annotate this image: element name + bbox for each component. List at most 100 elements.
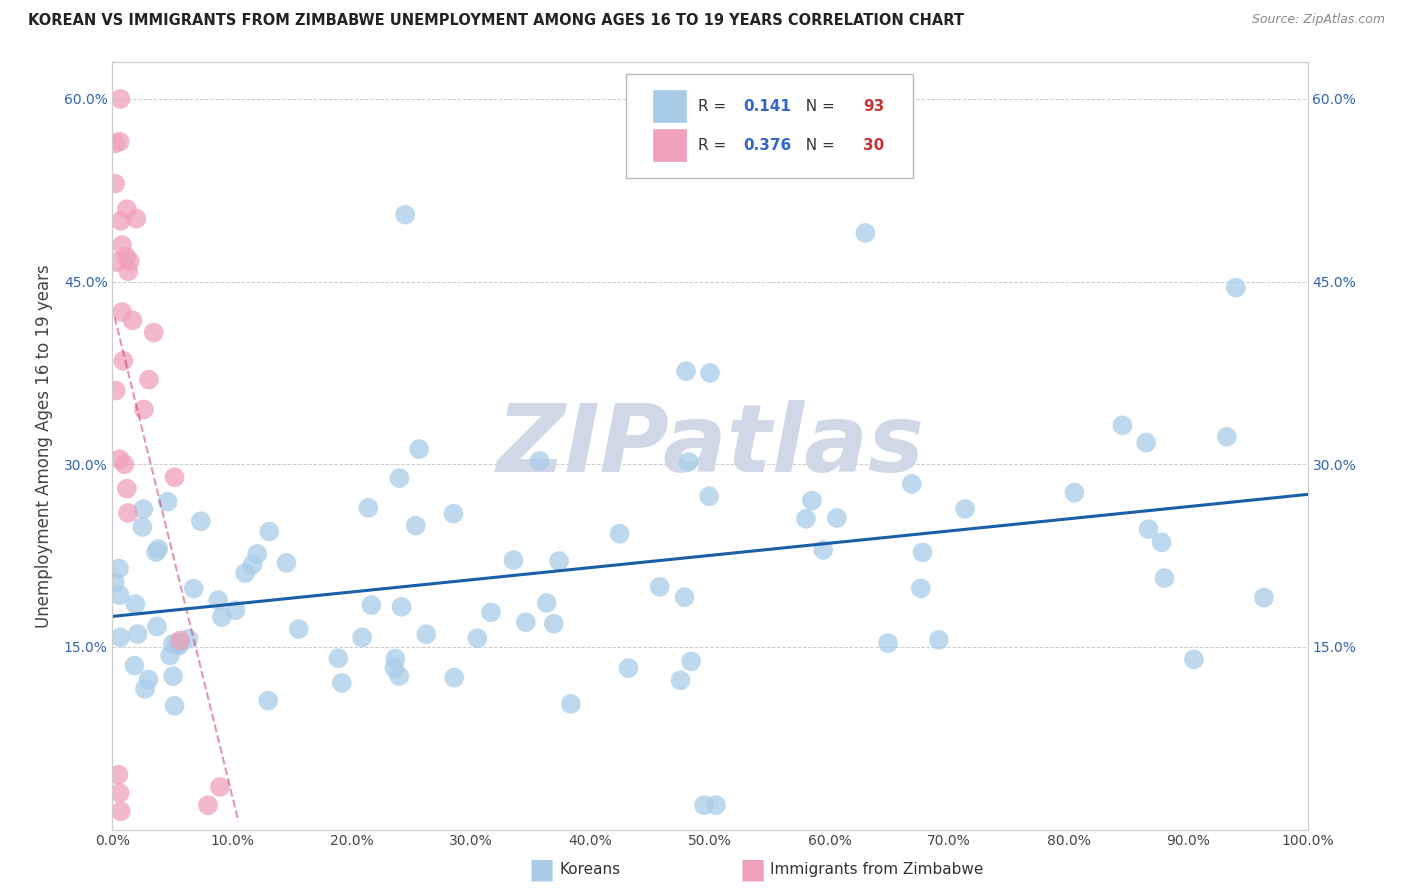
Text: R =: R = <box>699 99 731 113</box>
Point <box>156 494 179 508</box>
Point <box>1137 522 1160 536</box>
Point <box>1182 652 1205 666</box>
Point <box>697 489 720 503</box>
Point <box>166 638 188 652</box>
Point <box>124 658 146 673</box>
Point <box>162 669 184 683</box>
Point <box>224 603 246 617</box>
Point <box>1153 571 1175 585</box>
Point <box>190 514 212 528</box>
Point <box>117 264 139 278</box>
Bar <box>652 129 686 161</box>
Point <box>108 135 131 149</box>
Text: 30: 30 <box>863 137 884 153</box>
Point <box>276 556 298 570</box>
Point <box>548 554 571 568</box>
Point <box>110 213 132 227</box>
Point <box>704 798 727 813</box>
Point <box>138 673 160 687</box>
Point <box>617 661 640 675</box>
Y-axis label: Unemployment Among Ages 16 to 19 years: Unemployment Among Ages 16 to 19 years <box>35 264 52 628</box>
Point <box>207 593 229 607</box>
Text: 93: 93 <box>863 99 884 113</box>
Point <box>408 442 430 456</box>
FancyBboxPatch shape <box>627 74 914 178</box>
Point <box>287 622 309 636</box>
Point <box>115 202 138 217</box>
Point <box>1111 418 1133 433</box>
Point <box>104 136 127 151</box>
Point <box>479 605 502 619</box>
Point <box>382 661 405 675</box>
Text: N =: N = <box>796 99 839 113</box>
Point <box>1135 435 1157 450</box>
Point <box>330 676 353 690</box>
Point <box>328 651 350 665</box>
Point <box>648 580 671 594</box>
Point <box>678 455 700 469</box>
Point <box>1063 485 1085 500</box>
Point <box>529 454 551 468</box>
Point <box>138 373 160 387</box>
Point <box>197 798 219 813</box>
Point <box>699 366 721 380</box>
Text: 0.141: 0.141 <box>744 99 792 113</box>
Point <box>901 477 924 491</box>
Point <box>953 501 976 516</box>
Point <box>132 502 155 516</box>
Point <box>911 545 934 559</box>
Point <box>108 588 131 602</box>
Point <box>124 597 146 611</box>
Point <box>609 526 631 541</box>
Point <box>384 651 406 665</box>
Point <box>104 384 127 398</box>
Point <box>515 615 537 630</box>
Text: ■: ■ <box>740 855 765 884</box>
Point <box>673 590 696 604</box>
Point <box>183 582 205 596</box>
Point <box>910 582 932 596</box>
Point <box>167 636 190 650</box>
Bar <box>652 90 686 122</box>
Point <box>800 493 823 508</box>
Point <box>121 313 143 327</box>
Point <box>114 457 135 471</box>
Point <box>825 511 848 525</box>
Point <box>693 798 716 813</box>
Point <box>146 619 169 633</box>
Point <box>118 254 141 268</box>
Point <box>211 610 233 624</box>
Point <box>163 470 186 484</box>
Point <box>257 694 280 708</box>
Point <box>148 541 170 556</box>
Point <box>394 208 416 222</box>
Point <box>162 637 184 651</box>
Text: N =: N = <box>796 137 839 153</box>
Point <box>108 452 131 467</box>
Point <box>111 238 134 252</box>
Point <box>233 566 256 581</box>
Point <box>110 92 132 106</box>
Point <box>855 226 877 240</box>
Text: R =: R = <box>699 137 731 153</box>
Point <box>112 353 135 368</box>
Point <box>811 543 834 558</box>
Text: ■: ■ <box>529 855 554 884</box>
Point <box>543 616 565 631</box>
Point <box>443 507 465 521</box>
Point <box>877 636 900 650</box>
Point <box>669 673 692 688</box>
Point <box>110 805 132 819</box>
Point <box>1225 281 1247 295</box>
Point <box>115 250 138 264</box>
Point <box>352 631 374 645</box>
Point <box>107 768 129 782</box>
Point <box>502 553 524 567</box>
Point <box>134 681 156 696</box>
Point <box>142 326 165 340</box>
Point <box>131 520 153 534</box>
Point <box>443 671 465 685</box>
Point <box>145 545 167 559</box>
Point <box>163 698 186 713</box>
Text: Koreans: Koreans <box>560 863 620 877</box>
